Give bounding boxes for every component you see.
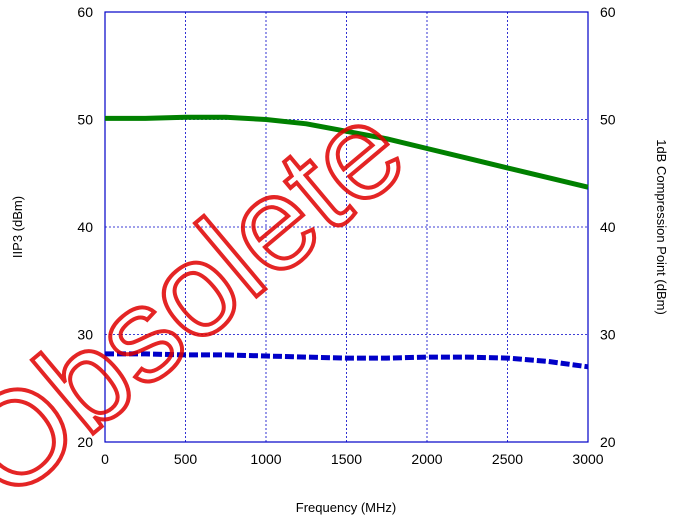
x-tick-label: 2000 [411, 451, 442, 467]
y2-axis-label: 1dB Compression Point (dBm) [654, 139, 669, 315]
series-lines [105, 114, 589, 370]
y2-tick-label: 40 [600, 219, 616, 235]
x-tick-label: 500 [174, 451, 198, 467]
watermark: Obsolete [0, 74, 431, 520]
y-tick-label: 30 [77, 327, 93, 343]
plot-frame [104, 11, 589, 443]
y2-tick-label: 30 [600, 327, 616, 343]
x-axis-label: Frequency (MHz) [296, 500, 396, 515]
x-tick-label: 0 [101, 451, 109, 467]
y2-tick-label: 50 [600, 112, 616, 128]
y2-tick-labels: 20 30 40 50 60 [600, 4, 616, 450]
y-axis-label: IIP3 (dBm) [10, 196, 25, 258]
x-tick-label: 3000 [572, 451, 603, 467]
y-tick-label: 60 [77, 4, 93, 20]
x-tick-labels: 0 500 1000 1500 2000 2500 3000 [101, 451, 604, 467]
series-line-iip3 [105, 114, 589, 190]
y-tick-label: 50 [77, 112, 93, 128]
series-line-p1db [105, 351, 589, 370]
y2-tick-label: 20 [600, 434, 616, 450]
y-tick-label: 20 [77, 434, 93, 450]
x-tick-label: 2500 [492, 451, 523, 467]
x-tick-label: 1500 [331, 451, 362, 467]
y2-tick-label: 60 [600, 4, 616, 20]
y-tick-labels: 20 30 40 50 60 [77, 4, 93, 450]
x-tick-label: 1000 [250, 451, 281, 467]
y-tick-label: 40 [77, 219, 93, 235]
